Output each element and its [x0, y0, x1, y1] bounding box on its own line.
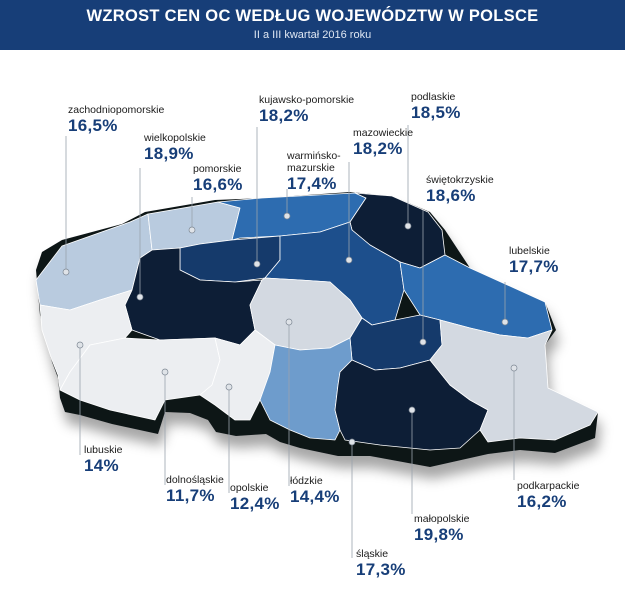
region-value: 18,2% [353, 139, 403, 158]
region-value: 14,4% [290, 487, 340, 506]
pin-lubelskie [501, 318, 509, 326]
region-name: dolnośląskie [166, 474, 224, 486]
label-lubuskie: lubuskie 14% [84, 444, 123, 476]
region-malopolskie [334, 359, 489, 451]
pin-kujawsko-pomorskie [253, 260, 261, 268]
region-name: mazowieckie [353, 127, 414, 139]
label-podkarpackie: podkarpackie 16,2% [517, 480, 579, 512]
label-warminsko-mazurskie: warmińsko- mazurskie 17,4% [287, 150, 341, 194]
pin-warminsko-mazurskie [283, 212, 291, 220]
region-value: 18,9% [144, 144, 194, 163]
pin-opolskie [225, 383, 233, 391]
label-zachodniopomorskie: zachodniopomorskie 16,5% [68, 104, 164, 136]
region-value: 14% [84, 456, 119, 475]
region-name: podlaskie [411, 91, 456, 103]
region-value: 18,5% [411, 103, 461, 122]
label-podlaskie: podlaskie 18,5% [411, 91, 461, 123]
label-dolnoslaskie: dolnośląskie 11,7% [166, 474, 224, 506]
region-value: 17,7% [509, 257, 559, 276]
region-name: podkarpackie [517, 480, 580, 492]
pin-malopolskie [408, 406, 416, 414]
pin-podkarpackie [510, 364, 518, 372]
pin-pomorskie [188, 226, 196, 234]
label-opolskie: opolskie 12,4% [230, 482, 280, 514]
pin-slaskie [348, 438, 356, 446]
region-name: lubuskie [84, 444, 123, 456]
region-name: kujawsko-pomorskie [259, 94, 355, 106]
region-value: 17,4% [287, 174, 337, 193]
label-lubelskie: lubelskie 17,7% [509, 245, 559, 277]
region-value: 12,4% [230, 494, 280, 513]
label-pomorskie: pomorskie 16,6% [193, 163, 243, 195]
label-lodzkie: łódzkie 14,4% [290, 475, 340, 507]
region-name: małopolskie [414, 513, 470, 525]
region-name: łódzkie [290, 475, 323, 487]
pin-swietokrzyskie [419, 338, 427, 346]
label-kujawsko-pomorskie: kujawsko-pomorskie 18,2% [259, 94, 354, 126]
header-banner: WZROST CEN OC WEDŁUG WOJEWÓDZTW W POLSCE… [0, 0, 625, 50]
region-opolskie [199, 329, 276, 421]
pin-mazowieckie [345, 256, 353, 264]
page-title: WZROST CEN OC WEDŁUG WOJEWÓDZTW W POLSCE [86, 7, 539, 25]
region-value: 16,2% [517, 492, 567, 511]
pin-zachodniopomorskie [62, 268, 70, 276]
region-value: 18,2% [259, 106, 309, 125]
region-name: wielkopolskie [144, 132, 206, 144]
region-name: warmińsko- mazurskie [287, 150, 341, 174]
region-name: pomorskie [193, 163, 242, 175]
region-value: 18,6% [426, 186, 476, 205]
pin-podlaskie [404, 222, 412, 230]
label-swietokrzyskie: świętokrzyskie 18,6% [426, 174, 494, 206]
label-mazowieckie: mazowieckie 18,2% [353, 127, 413, 159]
label-slaskie: śląskie 17,3% [356, 548, 406, 580]
region-value: 16,6% [193, 175, 243, 194]
region-name: opolskie [230, 482, 269, 494]
region-value: 17,3% [356, 560, 406, 579]
region-value: 11,7% [166, 486, 215, 505]
pin-wielkopolskie [136, 293, 144, 301]
region-name: zachodniopomorskie [68, 104, 165, 116]
region-name: świętokrzyskie [426, 174, 494, 186]
pin-lodzkie [285, 318, 293, 326]
pin-dolnoslaskie [161, 368, 169, 376]
label-wielkopolskie: wielkopolskie 18,9% [144, 132, 206, 164]
region-name: śląskie [356, 548, 389, 560]
region-value: 16,5% [68, 116, 118, 135]
region-name: lubelskie [509, 245, 550, 257]
region-dolnoslaskie [59, 337, 221, 421]
page-subtitle: II a III kwartał 2016 roku [253, 29, 372, 41]
region-value: 19,8% [414, 525, 464, 544]
label-malopolskie: małopolskie 19,8% [414, 513, 469, 545]
pin-lubuskie [76, 341, 84, 349]
